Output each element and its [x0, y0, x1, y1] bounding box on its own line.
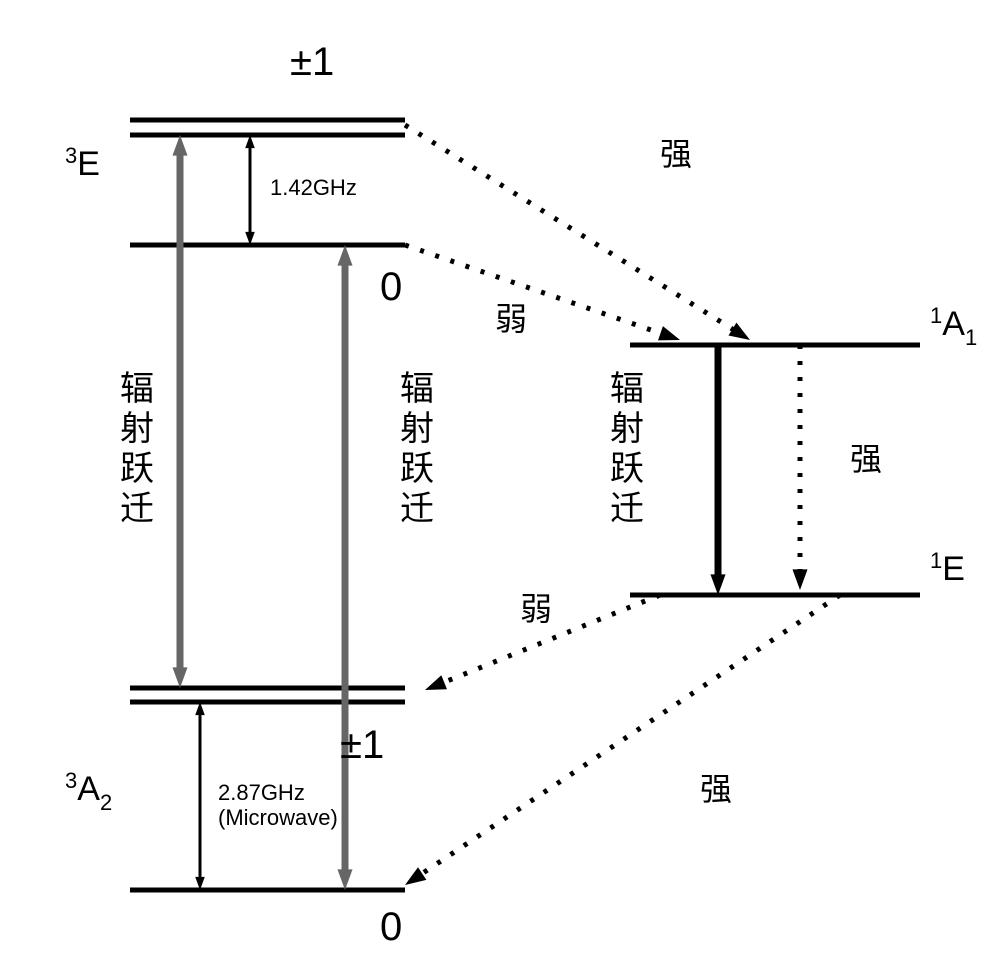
state-a2: 3A2 [65, 768, 112, 815]
label-rad3-3: 迁 [610, 490, 644, 528]
label-rad1-2: 跃 [120, 450, 154, 488]
label-strong3: 强 [700, 771, 732, 807]
state-e1: 1E [930, 548, 965, 588]
arrowhead [710, 574, 725, 595]
spin-e3_0: 0 [380, 265, 402, 309]
label-rad3-2: 跃 [610, 450, 644, 488]
ghz-a2: 2.87GHz [218, 780, 305, 805]
arrowhead [728, 323, 750, 340]
arrowhead [172, 135, 187, 156]
arrowhead [425, 675, 447, 690]
isc-e1_a20 [420, 595, 840, 875]
spin-a2_0: 0 [380, 905, 402, 949]
arrowhead [172, 667, 187, 688]
label-strong1: 强 [660, 136, 692, 172]
state-a1: 1A1 [930, 303, 977, 350]
ghz-a2b: (Microwave) [218, 805, 338, 830]
state-e3: 3E [65, 143, 100, 183]
arrowhead [337, 869, 352, 890]
arrowhead [337, 245, 352, 266]
label-rad3-0: 辐 [610, 370, 644, 408]
label-strong2: 强 [850, 441, 882, 477]
label-rad2-0: 辐 [400, 370, 434, 408]
label-rad2-1: 射 [400, 410, 434, 448]
label-weak1: 弱 [495, 301, 527, 337]
label-rad3-1: 射 [610, 410, 644, 448]
arrowhead [658, 326, 680, 340]
isc-e30_a1 [405, 245, 663, 334]
label-rad1-0: 辐 [120, 370, 154, 408]
label-weak2: 弱 [520, 591, 552, 627]
arrowhead [792, 569, 807, 590]
label-rad2-2: 跃 [400, 450, 434, 488]
spin-e3_pm1: ±1 [290, 40, 334, 84]
spin-a2_pm1: ±1 [340, 723, 384, 767]
label-rad1-1: 射 [120, 410, 154, 448]
label-rad1-3: 迁 [120, 490, 154, 528]
label-rad2-3: 迁 [400, 490, 434, 528]
ghz-e3: 1.42GHz [270, 175, 357, 200]
